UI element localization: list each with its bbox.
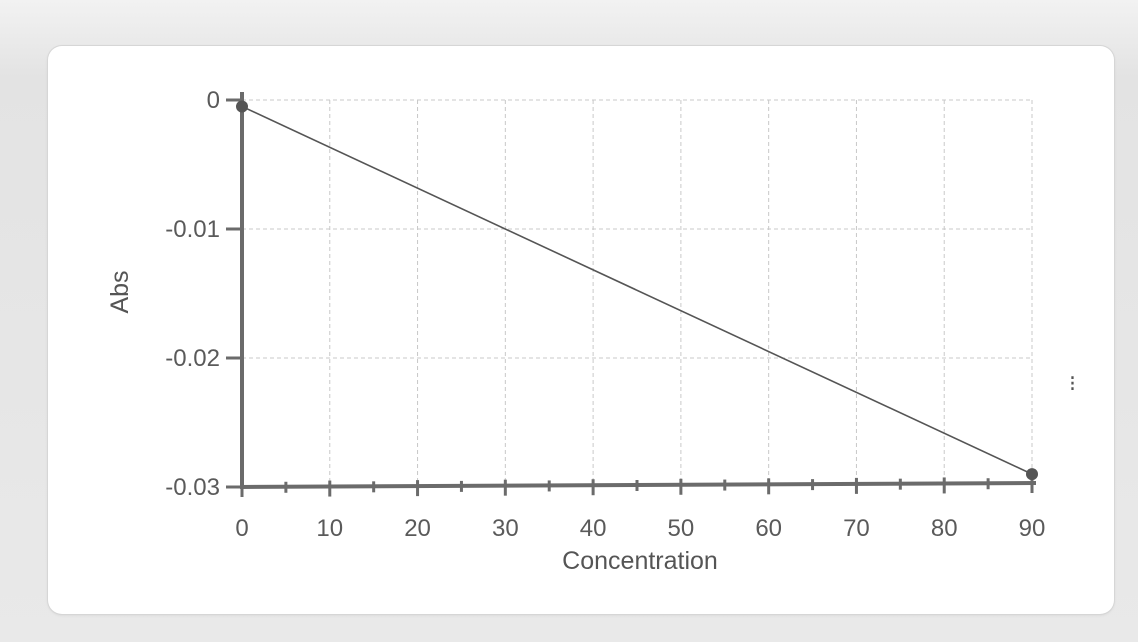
chart-panel — [48, 46, 1114, 614]
tick-labels: 0 10 20 30 40 50 60 70 80 90 0 -0.01 -0.02 -0.03 — [165, 87, 1045, 542]
axis-ticks — [226, 98, 1034, 497]
y-tick-label: 0 — [207, 87, 220, 114]
x-tick-label: 10 — [316, 515, 343, 542]
x-tick-label: 70 — [843, 515, 870, 542]
y-axis-title: Abs — [106, 270, 134, 313]
series-line — [241, 105, 1033, 475]
x-tick-label: 90 — [1019, 515, 1046, 542]
y-tick-label: -0.03 — [165, 474, 220, 501]
x-tick-label: 80 — [931, 515, 958, 542]
series-layer — [236, 100, 1038, 481]
y-tick-label: -0.02 — [165, 345, 220, 372]
x-tick-label: 30 — [492, 515, 519, 542]
x-tick-label: 20 — [404, 515, 431, 542]
data-point — [1026, 468, 1038, 481]
y-tick-label: -0.01 — [165, 216, 220, 243]
x-tick-label: 0 — [235, 515, 248, 542]
x-tick-label: 60 — [755, 515, 782, 542]
overflow-marker: ⁝ — [1069, 372, 1076, 397]
x-tick-label: 40 — [580, 515, 607, 542]
x-tick-label: 50 — [668, 515, 695, 542]
data-point — [236, 100, 248, 113]
grid-lines — [242, 99, 1033, 487]
x-axis-title: Concentration — [562, 547, 718, 575]
